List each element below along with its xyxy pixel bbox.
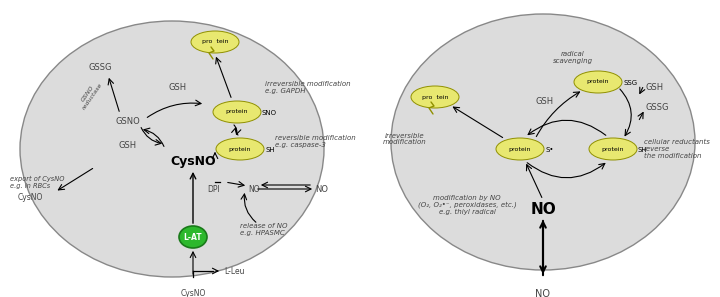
Text: SH: SH (265, 147, 274, 153)
Text: reversible modification
e.g. caspase-3: reversible modification e.g. caspase-3 (275, 135, 356, 148)
Text: GSH: GSH (536, 97, 554, 107)
Ellipse shape (216, 138, 264, 160)
Text: radical
scavenging: radical scavenging (553, 50, 593, 64)
Text: S•: S• (545, 147, 554, 153)
Ellipse shape (574, 71, 622, 93)
Text: CysNO: CysNO (180, 289, 206, 297)
Text: GSSG: GSSG (89, 62, 112, 72)
Text: SH: SH (638, 147, 647, 153)
Text: export of CysNO
e.g. in RBCs: export of CysNO e.g. in RBCs (10, 176, 65, 189)
Text: NO: NO (315, 184, 328, 194)
Text: modification by NO
(O₂, O₂•⁻, peroxidases, etc.)
e.g. thiyl radical: modification by NO (O₂, O₂•⁻, peroxidase… (418, 195, 516, 215)
Ellipse shape (191, 31, 239, 53)
Text: protein: protein (509, 146, 531, 151)
Text: L-Leu: L-Leu (224, 266, 245, 276)
Text: irreversible modification
e.g. GAPDH: irreversible modification e.g. GAPDH (265, 80, 351, 94)
Text: protein: protein (229, 146, 251, 151)
Ellipse shape (391, 14, 695, 270)
Text: cellular reductants
reverse
the modification: cellular reductants reverse the modifica… (644, 139, 710, 159)
Text: GSH: GSH (645, 83, 663, 91)
Text: NO: NO (248, 184, 260, 194)
Text: pro  tein: pro tein (202, 40, 228, 45)
Text: GSNO
reductase: GSNO reductase (76, 79, 104, 111)
Text: DPI: DPI (207, 184, 220, 194)
Text: protein: protein (226, 110, 248, 115)
Text: GSH: GSH (169, 83, 187, 91)
Text: SSG: SSG (623, 80, 637, 86)
Text: GSH: GSH (119, 140, 137, 149)
Text: GSNO: GSNO (116, 118, 140, 127)
Text: protein: protein (587, 80, 609, 85)
Text: protein: protein (602, 146, 624, 151)
Ellipse shape (20, 21, 324, 277)
Text: pro  tein: pro tein (422, 94, 449, 99)
Text: NO: NO (530, 201, 556, 217)
Text: L-AT: L-AT (184, 233, 202, 241)
Ellipse shape (179, 226, 207, 248)
Ellipse shape (496, 138, 544, 160)
Ellipse shape (411, 86, 459, 108)
Ellipse shape (213, 101, 261, 123)
Text: NO: NO (536, 289, 551, 297)
Text: SNO: SNO (262, 110, 277, 116)
Text: CysNO: CysNO (18, 192, 43, 201)
Text: CysNO: CysNO (170, 156, 216, 168)
Text: release of NO
e.g. HPASMC: release of NO e.g. HPASMC (240, 222, 287, 236)
Ellipse shape (589, 138, 637, 160)
Text: irreversible
modification: irreversible modification (383, 132, 427, 146)
Text: GSSG: GSSG (645, 102, 668, 111)
